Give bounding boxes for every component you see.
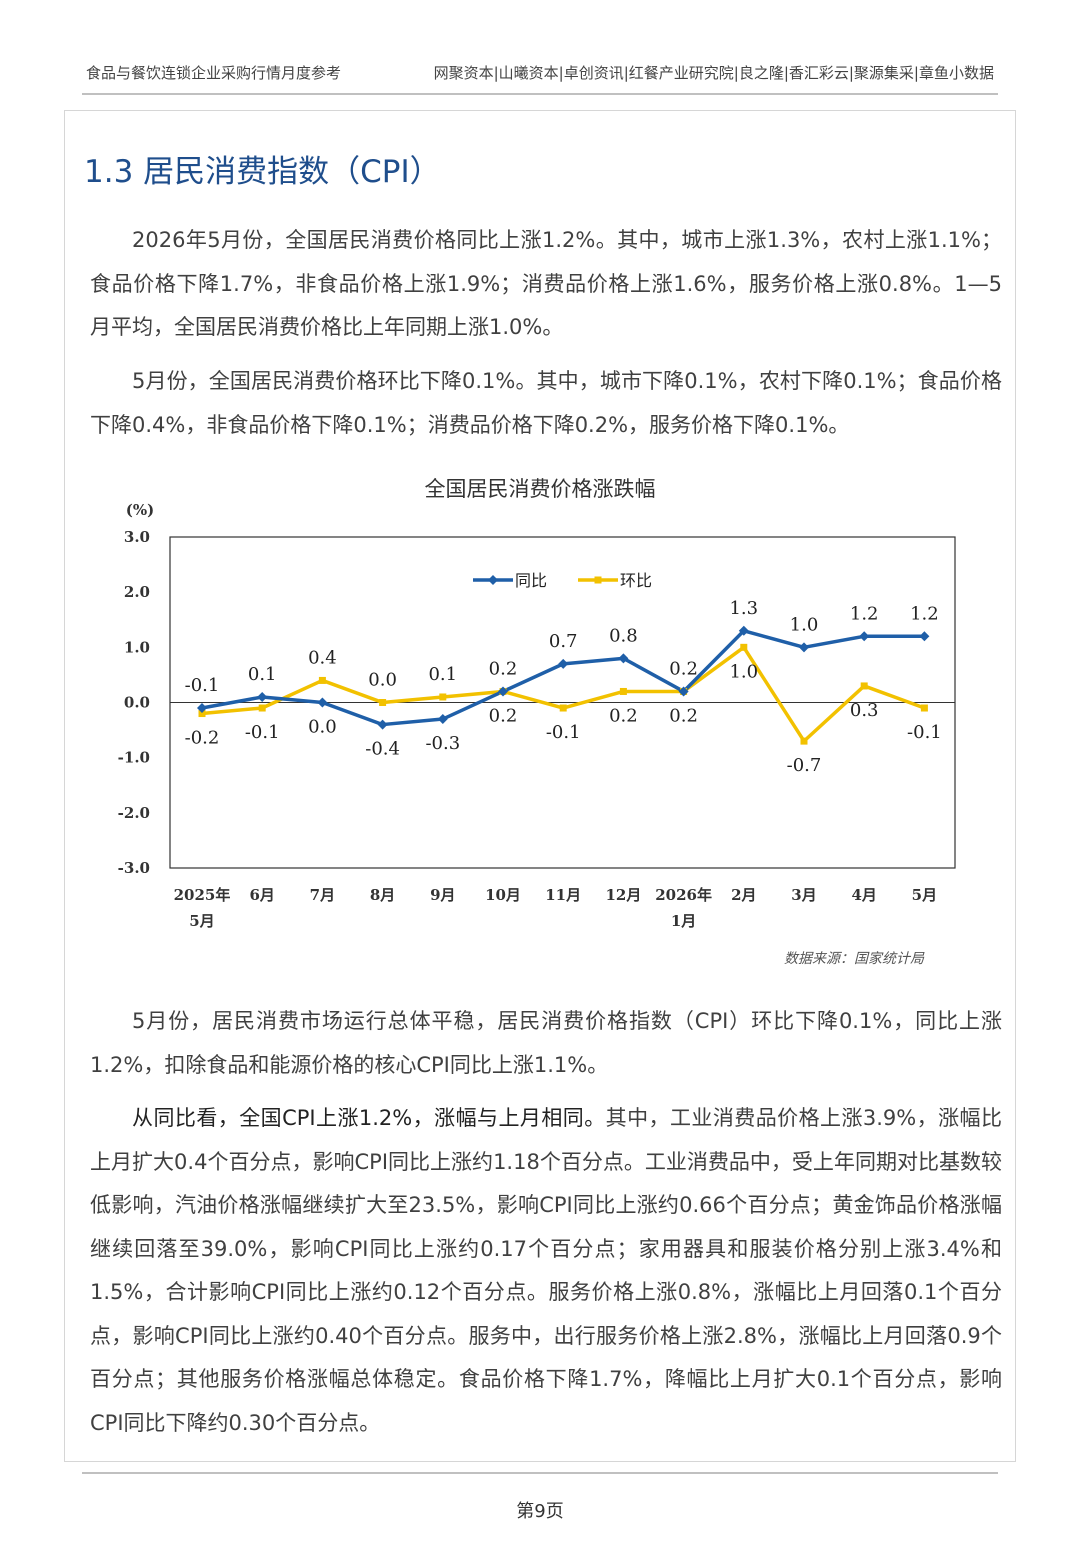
y-tick-label: 0.0: [124, 694, 150, 712]
x-tick-label: 5月: [912, 886, 937, 904]
data-label-yoy: 0.2: [669, 658, 698, 679]
point-yoy: [197, 703, 207, 714]
y-tick-label: -2.0: [118, 804, 150, 822]
point-mom: [439, 693, 447, 701]
x-tick-label: 2月: [731, 886, 756, 904]
legend-marker: [488, 575, 498, 585]
header-report-title: 食品与餐饮连锁企业采购行情月度参考: [86, 64, 342, 82]
content-frame: [64, 110, 1016, 1462]
point-yoy: [919, 631, 930, 642]
x-tick-label: 11月: [545, 886, 581, 904]
point-mom: [198, 710, 206, 718]
x-tick-label: 4月: [851, 886, 876, 904]
point-yoy: [498, 686, 508, 697]
x-tick-label: 7月: [310, 886, 335, 904]
header-divider: [82, 93, 998, 95]
data-label-yoy: 1.2: [850, 603, 879, 624]
point-yoy: [317, 697, 328, 708]
paragraph-yoy-detail-body: 其中，工业消费品价格上涨3.9%，涨幅比上月扩大0.4个百分点，影响CPI同比上…: [90, 1106, 1002, 1435]
x-tick-label: 3月: [791, 886, 816, 904]
point-mom: [619, 687, 627, 695]
data-label-mom: 0.1: [428, 664, 457, 685]
point-mom: [258, 704, 266, 712]
x-tick-label: 12月: [605, 886, 641, 904]
point-mom: [740, 643, 748, 651]
data-label-mom: 0.2: [609, 705, 638, 726]
chart-x-ticks: 2025年 5月 6月 7月 8月 9月 10月 11月 12月 2026年 1月 2月 3月 4月 5月: [174, 886, 937, 930]
point-mom: [800, 737, 808, 745]
data-label-mom: -0.1: [546, 722, 581, 743]
point-yoy: [437, 714, 448, 725]
chart-legend: 同比 环比: [473, 571, 652, 590]
point-yoy: [738, 625, 749, 636]
point-yoy: [678, 686, 689, 697]
header-partners: 网聚资本|山曦资本|卓创资讯|红餐产业研究院|良之隆|香汇彩云|聚源集采|章鱼小…: [433, 64, 994, 82]
point-mom: [559, 704, 567, 712]
data-label-yoy: 0.1: [248, 664, 277, 685]
data-label-mom: -0.2: [185, 728, 220, 749]
paragraph-yoy-detail: 从同比看，全国CPI上涨1.2%，涨幅与上月相同。其中，工业消费品价格上涨3.9…: [90, 1097, 1002, 1445]
x-tick-label: 10月: [485, 886, 521, 904]
data-label-mom: -0.1: [907, 722, 942, 743]
data-label-mom: -0.7: [787, 755, 822, 776]
chart-title: 全国居民消费价格涨跌幅: [425, 477, 656, 501]
y-tick-label: -1.0: [118, 749, 150, 767]
chart-y-axis-label: (%): [126, 501, 154, 519]
point-yoy: [257, 691, 268, 702]
point-yoy: [558, 658, 569, 669]
data-label-yoy: 0.2: [489, 658, 518, 679]
y-tick-label: -3.0: [118, 859, 150, 877]
chart-series: -0.1 0.1 0.0 -0.4 -0.3 0.2 0.7 0.8 0.2 1.3 1.0 1.2 1…: [185, 598, 942, 776]
data-label-mom: -0.1: [245, 722, 280, 743]
point-mom: [379, 699, 387, 706]
data-label-mom: 0.2: [669, 705, 698, 726]
paragraph-yoy-summary: 2026年5月份，全国居民消费价格同比上涨1.2%。其中，城市上涨1.3%，农村…: [90, 228, 1002, 339]
page-number: 第9页: [516, 1501, 564, 1522]
paragraph-mom-summary: 5月份，全国居民消费价格环比下降0.1%。其中，城市下降0.1%，农村下降0.1…: [90, 369, 1002, 437]
data-label-mom: 0.4: [308, 647, 337, 668]
legend-label: 环比: [620, 571, 652, 590]
legend-label: 同比: [515, 571, 547, 590]
data-label-mom: 0.3: [850, 700, 879, 721]
chart-y-ticks: 3.0 2.0 1.0 0.0 -1.0 -2.0 -3.0: [118, 528, 150, 877]
point-yoy: [799, 642, 809, 653]
data-label-mom: 0.0: [368, 670, 397, 691]
data-label-yoy: 0.8: [609, 625, 638, 646]
data-label-mom: 1.0: [729, 661, 758, 682]
data-label-yoy: 1.3: [729, 598, 758, 619]
point-mom: [920, 704, 928, 712]
y-tick-label: 2.0: [124, 583, 150, 601]
x-tick-label: 5月: [189, 912, 214, 930]
paragraph-yoy-detail-lead: 从同比看，全国CPI上涨1.2%，涨幅与上月相同。: [132, 1106, 606, 1130]
x-tick-label: 9月: [430, 886, 455, 904]
chart-source-note: 数据来源：国家统计局: [784, 951, 924, 967]
data-label-yoy: 0.0: [308, 717, 337, 738]
cpi-line-chart: 全国居民消费价格涨跌幅 (%) 3.0 2.0 1.0 0.0 -1.0 -2.0 -3.0…: [118, 477, 956, 930]
x-tick-label: 8月: [370, 886, 395, 904]
x-tick-label: 6月: [249, 886, 274, 904]
x-tick-label: 2026年: [655, 886, 712, 904]
x-tick-label: 2025年: [174, 886, 231, 904]
point-yoy: [859, 631, 870, 642]
y-tick-label: 1.0: [124, 638, 150, 656]
data-label-yoy: 0.7: [549, 631, 578, 652]
data-label-mom: 0.2: [489, 705, 518, 726]
paragraph-core-cpi: 5月份，居民消费市场运行总体平稳，居民消费价格指数（CPI）环比下降0.1%，同…: [90, 1009, 1002, 1077]
point-yoy: [618, 653, 629, 664]
data-label-yoy: -0.3: [425, 733, 460, 754]
data-label-yoy: -0.1: [185, 675, 220, 696]
point-mom: [860, 682, 868, 690]
point-yoy: [377, 719, 388, 730]
point-mom: [318, 676, 326, 684]
data-label-yoy: -0.4: [365, 739, 400, 760]
legend-marker: [594, 576, 602, 584]
section-title: 1.3 居民消费指数（CPI）: [84, 154, 441, 190]
footer-divider: [82, 1472, 998, 1474]
x-tick-label: 1月: [671, 912, 696, 930]
data-label-yoy: 1.2: [910, 603, 939, 624]
data-label-yoy: 1.0: [790, 614, 819, 635]
y-tick-label: 3.0: [124, 528, 150, 546]
